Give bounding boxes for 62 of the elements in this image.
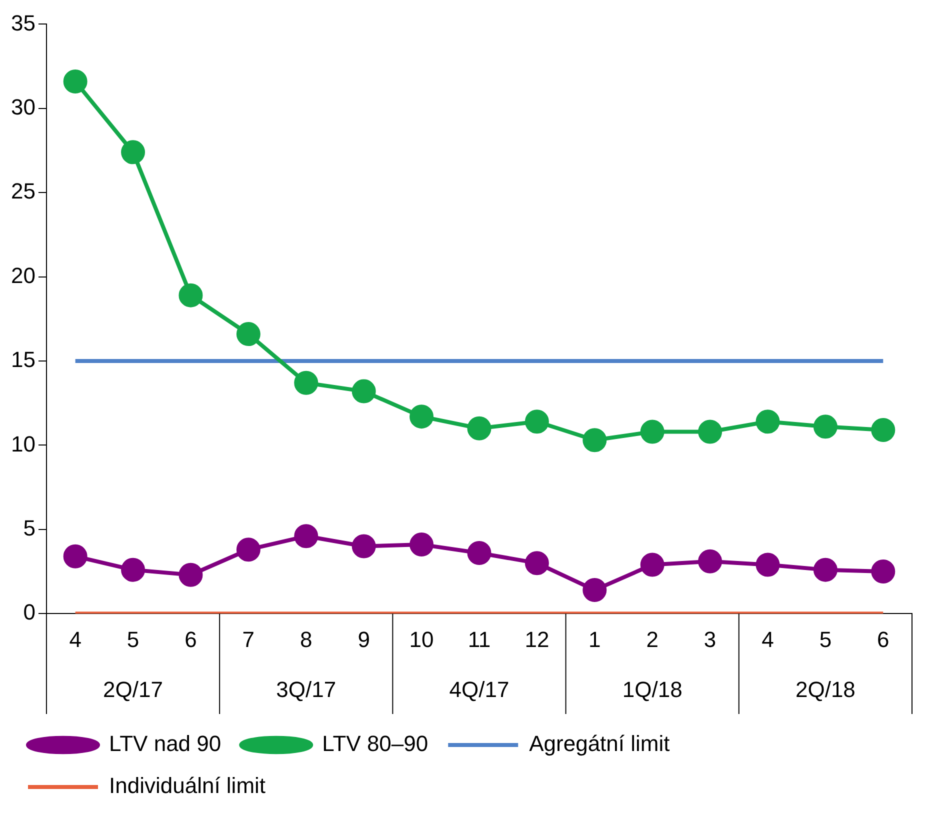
legend-label: LTV 80–90 [322,731,428,756]
point [640,420,664,444]
point [640,552,664,577]
point [121,140,146,164]
x-tick-label: 7 [242,626,255,652]
y-tick-label: 0 [23,600,36,625]
text: 2Q/17 [103,677,163,702]
point [467,540,492,565]
point [352,379,376,404]
x-tick-label: 8 [300,626,312,652]
y-tick-label: 35 [10,10,36,36]
point [524,410,549,434]
point [63,544,88,568]
x-tick-label: 10 [409,626,434,652]
x-tick-label: 9 [358,626,370,652]
point [582,428,607,452]
x-tick-label: 11 [468,626,491,652]
point [698,420,722,444]
legend-label: Agregátní limit [529,731,670,756]
x-tick-label: 1 [588,626,601,652]
point [813,558,838,582]
y-tick-label: 30 [10,94,36,120]
x-tick-label: 4 [762,626,774,652]
point [410,404,434,429]
point [294,370,318,395]
text: 4Q/17 [449,677,510,702]
point [756,410,780,434]
y-tick-label: 5 [23,515,36,540]
x-tick-label: 4 [69,626,82,652]
point [813,414,838,439]
y-tick-label: 15 [10,347,36,372]
text: 1Q/18 [622,677,682,702]
point [871,418,896,442]
point [178,283,203,308]
point [410,532,434,557]
point [178,562,203,587]
legend-label: LTV nad 90 [109,731,222,756]
point [698,549,722,574]
x-tick-label: 12 [524,626,550,652]
point [236,538,260,562]
point [467,416,492,440]
point [582,578,607,602]
x-tick-label: 5 [819,626,832,652]
point [236,322,260,346]
text: 2Q/18 [795,677,856,702]
x-tick-label: 5 [126,626,140,652]
x-tick-label: 3 [704,626,716,652]
point [524,551,549,576]
y-tick-label: 10 [10,431,36,456]
point [352,534,376,558]
text: 3Q/17 [276,677,336,702]
x-tick-label: 2 [646,626,658,652]
point [121,558,146,582]
x-tick-label: 6 [184,626,197,652]
y-tick-label: 25 [10,178,36,204]
point [756,552,780,577]
point [294,524,318,548]
point [63,69,88,94]
legend-label: Individuální limit [109,773,266,798]
y-tick-label: 20 [10,262,36,288]
point [871,560,896,584]
x-tick-label: 6 [877,626,890,652]
